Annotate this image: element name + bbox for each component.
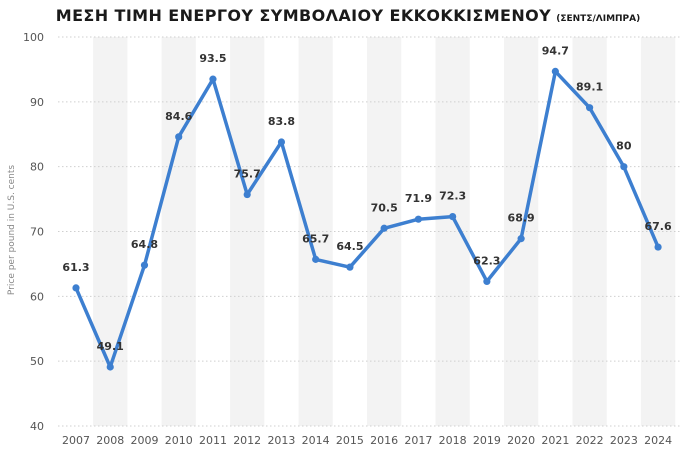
- data-label: 70.5: [371, 201, 398, 214]
- data-point: [243, 190, 251, 199]
- data-label: 64.8: [131, 238, 158, 251]
- x-tick-label: 2023: [610, 434, 638, 447]
- data-point: [380, 224, 388, 232]
- data-point: [586, 104, 594, 112]
- x-tick-label: 2013: [267, 434, 295, 447]
- data-label: 64.5: [336, 240, 363, 253]
- chart-title: ΜΕΣΗ ΤΙΜΗ ΕΝΕΡΓΟΥ ΣΥΜΒΟΛΑΙΟΥ ΕΚΚΟΚΚΙΣΜΕΝ…: [0, 6, 696, 25]
- data-label: 49.1: [97, 340, 124, 353]
- data-labels: 61.3 49.1 64.8 84.6 93.5 75.7 83.8 65.7 64.5 70.5…: [62, 44, 672, 353]
- x-tick-label: 2009: [130, 434, 158, 447]
- data-label: 80: [616, 140, 632, 153]
- x-tick-label: 2024: [644, 434, 672, 447]
- x-tick-label: 2018: [439, 434, 467, 447]
- data-point: [517, 235, 525, 243]
- data-label: 94.7: [542, 44, 569, 57]
- x-tick-label: 2011: [199, 434, 227, 447]
- data-label: 89.1: [576, 81, 603, 94]
- data-point: [620, 163, 628, 171]
- data-point: [551, 67, 559, 75]
- data-label: 65.7: [302, 232, 329, 245]
- data-point: [72, 284, 80, 292]
- data-label: 72.3: [439, 190, 466, 203]
- x-tick-label: 2008: [96, 434, 124, 447]
- y-tick-label: 60: [30, 290, 44, 303]
- x-tick-label: 2016: [370, 434, 398, 447]
- data-point: [175, 133, 183, 141]
- x-tick-label: 2015: [336, 434, 364, 447]
- column-band: [435, 37, 470, 426]
- data-point: [346, 263, 354, 271]
- x-tick-label: 2007: [62, 434, 90, 447]
- data-point: [414, 215, 422, 223]
- y-tick-label: 80: [30, 161, 44, 174]
- x-tick-label: 2021: [541, 434, 569, 447]
- data-label: 61.3: [62, 261, 89, 274]
- x-tick-label: 2010: [165, 434, 193, 447]
- data-label: 67.6: [645, 220, 672, 233]
- y-tick-label: 90: [30, 96, 44, 109]
- data-point: [277, 138, 286, 146]
- data-label: 62.3: [473, 254, 500, 267]
- x-tick-label: 2012: [233, 434, 261, 447]
- y-axis-label: Price per pound in U.S. cents: [7, 165, 17, 295]
- x-tick-label: 2020: [507, 434, 535, 447]
- chart-title-main: ΜΕΣΗ ΤΙΜΗ ΕΝΕΡΓΟΥ ΣΥΜΒΟΛΑΙΟΥ ΕΚΚΟΚΚΙΣΜΕΝ…: [55, 6, 552, 25]
- data-label: 68.9: [508, 212, 535, 225]
- data-point: [106, 363, 114, 371]
- data-point: [312, 255, 320, 263]
- data-point: [483, 277, 491, 286]
- chart-title-unit: (ΣΕΝΤΣ/ΛΙΜΠΡΑ): [556, 14, 641, 24]
- y-tick-label: 100: [23, 31, 44, 44]
- data-label: 93.5: [199, 52, 226, 65]
- x-tick-label: 2014: [302, 434, 330, 447]
- data-point: [654, 243, 662, 251]
- data-points: [72, 67, 662, 371]
- series-line: [74, 69, 660, 369]
- x-axis-ticks: 2007 2008 2009 2010 2011 2012 2013 2014 2015 2016…: [62, 434, 672, 447]
- y-tick-label: 50: [30, 355, 44, 368]
- data-label: 84.6: [165, 110, 192, 123]
- x-tick-label: 2017: [404, 434, 432, 447]
- data-point: [140, 261, 149, 269]
- data-label: 71.9: [405, 192, 432, 205]
- y-tick-label: 70: [30, 226, 44, 239]
- x-tick-label: 2022: [576, 434, 604, 447]
- y-tick-label: 40: [30, 420, 44, 433]
- data-label: 83.8: [268, 115, 295, 128]
- data-point: [449, 212, 457, 221]
- data-label: 75.7: [234, 168, 261, 181]
- y-axis-ticks: 40 50 60 70 80 90 100: [23, 31, 44, 433]
- x-tick-label: 2019: [473, 434, 501, 447]
- data-point: [209, 75, 217, 83]
